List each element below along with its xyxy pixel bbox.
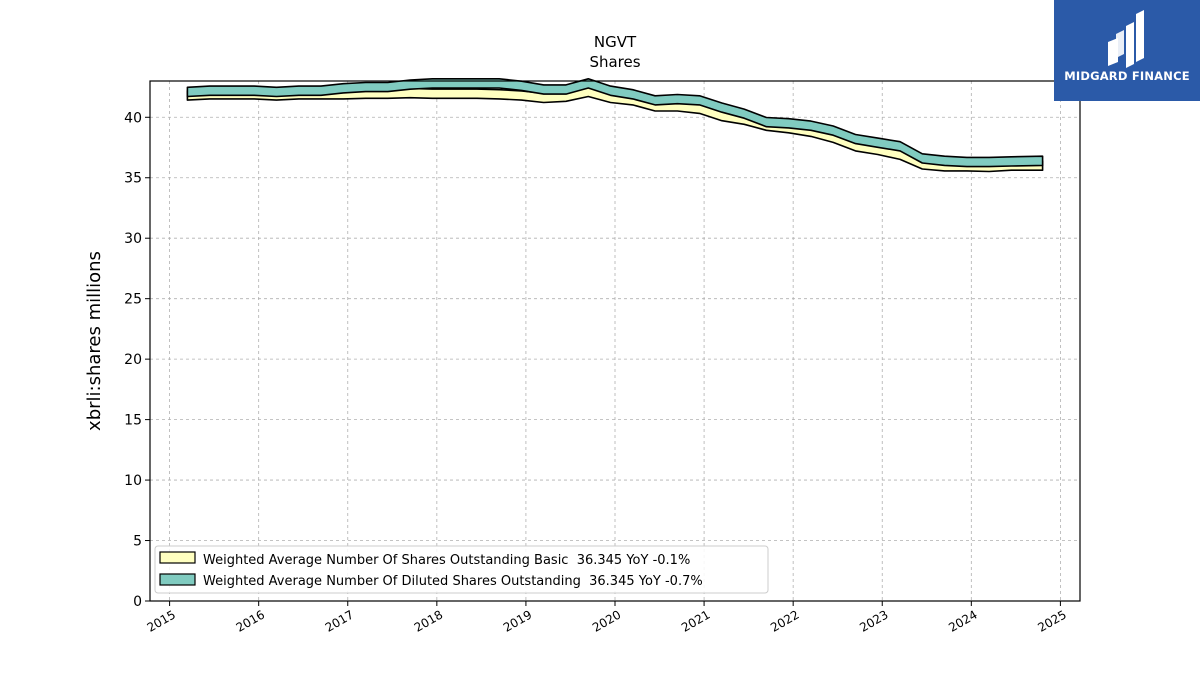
- legend-label-basic: Weighted Average Number Of Shares Outsta…: [203, 553, 690, 568]
- brand-logo: MIDGARD FINANCE: [1054, 0, 1200, 101]
- y-tick-label: 5: [133, 534, 142, 550]
- y-tick-label: 40: [124, 110, 142, 126]
- y-tick-label: 25: [124, 292, 142, 308]
- y-axis: 0 5 10 15 20 25 30 35 40: [124, 110, 150, 610]
- chart-subtitle: Shares: [589, 53, 640, 71]
- x-tick-label: 2023: [857, 607, 890, 634]
- y-tick-label: 20: [124, 352, 142, 368]
- series-layer: [186, 78, 1044, 173]
- y-axis-label: xbrli:shares millions: [84, 251, 105, 431]
- x-tick-label: 2017: [323, 607, 356, 634]
- y-tick-label: 0: [133, 594, 142, 610]
- x-tick-label: 2015: [145, 607, 178, 634]
- logo-text: MIDGARD FINANCE: [1064, 69, 1190, 83]
- y-tick-label: 15: [124, 413, 142, 429]
- x-tick-label: 2021: [679, 607, 712, 634]
- series-diluted-band: [186, 78, 1044, 168]
- x-tick-label: 2022: [768, 607, 801, 634]
- legend-frame: [154, 545, 769, 594]
- legend-label-diluted: Weighted Average Number Of Diluted Share…: [203, 574, 703, 589]
- x-tick-label: 2016: [234, 607, 267, 634]
- x-tick-label: 2020: [590, 607, 623, 634]
- x-tick-label: 2025: [1035, 607, 1068, 634]
- chart-title: NGVT: [594, 33, 637, 51]
- x-tick-label: 2024: [946, 607, 979, 634]
- logo-mark-icon: [1108, 10, 1144, 68]
- y-tick-label: 30: [124, 231, 142, 247]
- legend: Weighted Average Number Of Shares Outsta…: [154, 545, 769, 594]
- y-tick-label: 10: [124, 473, 142, 489]
- x-tick-label: 2019: [501, 607, 534, 634]
- y-tick-label: 35: [124, 171, 142, 187]
- x-axis: 2015 2016 2017 2018 2019 2020 2021 2022 2023 2024…: [145, 601, 1069, 635]
- legend-swatch-diluted: [159, 573, 196, 586]
- x-tick-label: 2018: [412, 607, 445, 634]
- legend-swatch-basic: [159, 551, 196, 564]
- grid: [150, 81, 1080, 602]
